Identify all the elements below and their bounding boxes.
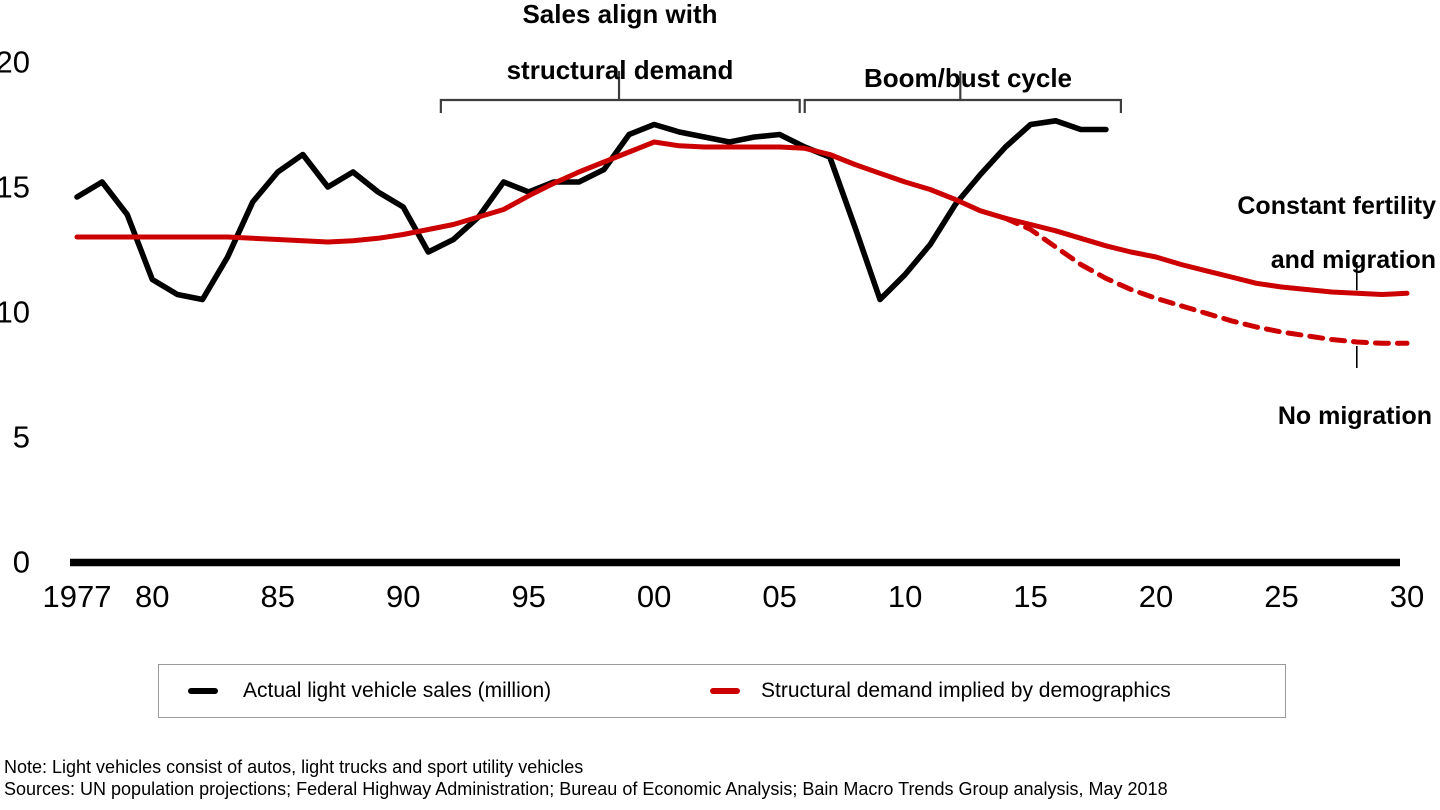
x-tick-labels: 1977 80 85 90 95 00 05 10 15 20 25 30 [43, 579, 1425, 614]
annotation-brackets [439, 71, 1123, 113]
y-tick-label: 15 [0, 170, 30, 205]
legend-swatch-actual-sales [188, 688, 218, 694]
legend-label-actual-sales: Actual light vehicle sales (million) [243, 679, 552, 702]
x-tick-label: 90 [386, 579, 420, 614]
y-tick-label: 10 [0, 295, 30, 330]
legend-label-structural-demand: Structural demand implied by demographic… [761, 679, 1171, 702]
label-constant-fertility: Constant fertility and migration [1106, 193, 1436, 274]
label-constant-fertility-line2: and migration [1270, 246, 1436, 274]
annotation-sales-align-line1: Sales align with [522, 0, 718, 29]
x-tick-label: 25 [1264, 579, 1298, 614]
annotation-sales-align-line2: structural demand [506, 55, 734, 85]
x-tick-label: 15 [1013, 579, 1047, 614]
x-tick-label: 1977 [43, 579, 112, 614]
footnotes: Note: Light vehicles consist of autos, l… [4, 756, 1168, 800]
x-tick-label: 05 [762, 579, 796, 614]
x-tick-label: 95 [511, 579, 545, 614]
y-tick-label: 0 [13, 545, 30, 580]
y-tick-label: 5 [13, 420, 30, 455]
x-tick-label: 30 [1390, 579, 1424, 614]
bracket-sales-align [439, 98, 801, 113]
x-tick-label: 10 [888, 579, 922, 614]
annotation-boom-bust: Boom/bust cycle [818, 36, 1118, 92]
legend-swatch-structural-demand [710, 688, 740, 694]
actual-sales-line [74, 118, 1109, 303]
y-tick-label: 20 [0, 45, 30, 80]
structural-demand-line [74, 139, 1410, 297]
sources-line: Sources: UN population projections; Fede… [4, 779, 1168, 799]
note-line: Note: Light vehicles consist of autos, l… [4, 757, 584, 777]
bracket-boom-bust [803, 98, 1123, 113]
x-tick-label: 80 [135, 579, 169, 614]
x-tick-label: 85 [261, 579, 295, 614]
series-lines [74, 118, 1410, 346]
annotation-sales-align: Sales align with structural demand [420, 0, 820, 84]
label-no-migration: No migration [1102, 376, 1432, 430]
y-tick-labels: 0 5 10 15 20 [0, 45, 30, 580]
legend-box: Actual light vehicle sales (million) Str… [158, 664, 1286, 718]
x-tick-label: 20 [1139, 579, 1173, 614]
x-tick-label: 00 [637, 579, 671, 614]
label-no-migration-text: No migration [1277, 402, 1432, 430]
label-constant-fertility-line1: Constant fertility [1237, 192, 1436, 220]
no-migration-dashed-line [1003, 215, 1410, 346]
annotation-boom-bust-label: Boom/bust cycle [863, 63, 1073, 93]
